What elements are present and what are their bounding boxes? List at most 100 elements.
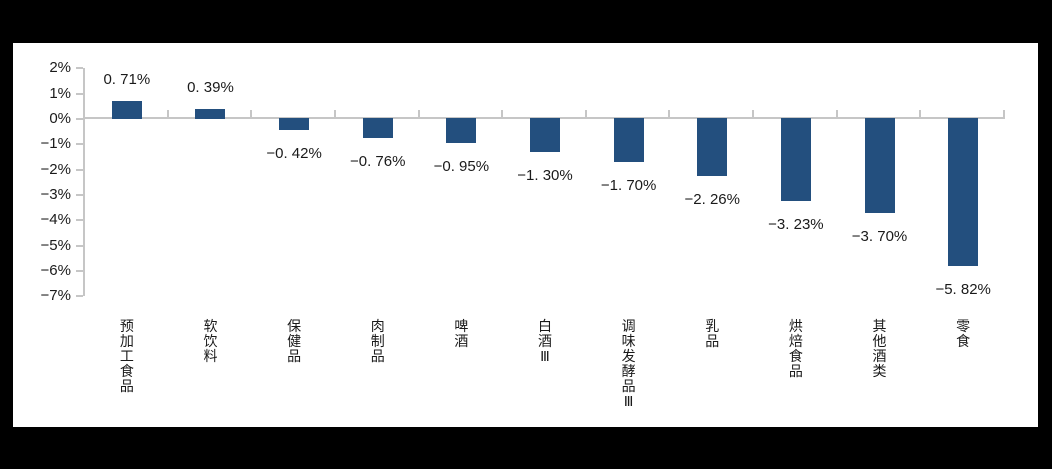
category-char: 品	[119, 380, 134, 395]
y-axis-tick	[76, 168, 83, 171]
bar-value-label: −5. 82%	[935, 281, 991, 299]
bar	[864, 118, 895, 213]
x-axis-tick	[668, 110, 671, 119]
chart-panel: 2% 1% 0% −1% −2% −3% −4% −5% −6% −7% 0. 71% 预加工食品 0.…	[13, 43, 1038, 427]
category-char: 食	[788, 350, 803, 365]
x-axis-tick	[333, 110, 336, 119]
category-char: 加	[119, 335, 134, 350]
y-axis-tick	[76, 143, 83, 146]
y-axis-tick-label: −7%	[40, 287, 71, 305]
category-char: 酒	[872, 350, 887, 365]
bar	[446, 118, 477, 144]
category-char: 品	[287, 350, 302, 365]
y-axis-tick-label: 0%	[49, 110, 71, 127]
x-axis-tick	[501, 110, 504, 119]
y-axis-tick-label: −5%	[40, 236, 71, 254]
y-axis-tick	[76, 92, 83, 95]
x-axis-tick	[250, 110, 253, 119]
category-char: Ⅲ	[623, 395, 634, 410]
bar	[111, 101, 142, 119]
bar	[948, 118, 979, 267]
y-axis-tick	[76, 67, 83, 70]
category-char: 保	[287, 320, 302, 335]
category-char: 品	[621, 380, 636, 395]
category-char: 烘	[788, 320, 803, 335]
y-axis-tick-label: −1%	[40, 135, 71, 153]
x-axis-tick	[166, 110, 169, 119]
category-label: 啤酒	[450, 320, 472, 350]
category-char: 其	[872, 320, 887, 335]
bar	[613, 118, 644, 163]
category-char: 料	[203, 350, 218, 365]
y-axis-tick-label: −6%	[40, 261, 71, 279]
category-label: 乳品	[701, 320, 723, 350]
category-char: 味	[621, 335, 636, 350]
category-char: 酵	[621, 365, 636, 380]
category-char: 他	[872, 335, 887, 350]
bar-value-label: −3. 70%	[851, 227, 908, 245]
category-char: 啤	[454, 320, 469, 335]
category-char: 品	[788, 365, 803, 380]
y-axis-tick	[76, 219, 83, 222]
y-axis-tick	[76, 295, 83, 298]
x-axis-tick	[417, 110, 420, 119]
category-char: Ⅲ	[540, 350, 550, 365]
y-axis-tick-label: −3%	[40, 185, 71, 203]
category-char: 制	[370, 335, 385, 350]
category-label: 软饮料	[199, 320, 221, 365]
x-axis-tick	[584, 110, 587, 119]
y-axis-tick	[76, 244, 83, 247]
y-axis-tick	[76, 118, 83, 120]
category-char: 预	[119, 320, 134, 335]
bar-value-label: 0. 71%	[103, 71, 151, 89]
bar-value-label: −1. 30%	[517, 166, 573, 184]
bar-value-label: −1. 70%	[600, 177, 657, 195]
y-axis-tick-label: 1%	[49, 84, 71, 102]
category-char: 饮	[203, 335, 218, 350]
y-axis-tick	[76, 193, 83, 196]
category-label: 零食	[952, 320, 974, 350]
y-axis-tick-label: −2%	[40, 160, 71, 178]
bar-value-label: −0. 76%	[349, 153, 406, 171]
category-label: 保健品	[283, 320, 305, 365]
y-axis-tick-label: 2%	[49, 59, 71, 77]
category-char: 零	[956, 320, 971, 335]
category-char: 焙	[788, 335, 803, 350]
bar	[279, 118, 310, 130]
y-axis-tick-label: −4%	[40, 211, 71, 229]
bar-value-label: −3. 23%	[768, 215, 824, 233]
category-char: 健	[287, 335, 302, 350]
y-axis-line	[83, 68, 85, 297]
category-char: 食	[119, 365, 134, 380]
bar-value-label: 0. 39%	[187, 79, 234, 97]
category-char: 肉	[370, 320, 385, 335]
category-char: 品	[370, 350, 385, 365]
bar-value-label: −0. 95%	[433, 158, 490, 176]
y-axis-tick	[76, 269, 83, 272]
bar	[530, 118, 560, 152]
category-label: 其他酒类	[869, 320, 891, 380]
bar	[780, 118, 811, 201]
category-char: 酒	[454, 335, 469, 350]
category-char: 食	[956, 335, 971, 350]
category-label: 肉制品	[367, 320, 389, 365]
category-label: 预加工食品	[116, 320, 138, 395]
category-char: 白	[538, 320, 552, 335]
bar-chart: 2% 1% 0% −1% −2% −3% −4% −5% −6% −7% 0. 71% 预加工食品 0.…	[13, 43, 1038, 427]
category-char: 乳	[705, 320, 720, 335]
x-axis-tick	[919, 110, 922, 119]
category-char: 类	[872, 365, 887, 380]
category-label: 烘焙食品	[785, 320, 807, 380]
category-char: 发	[621, 350, 636, 365]
x-axis-tick	[1003, 110, 1005, 119]
category-char: 软	[203, 320, 218, 335]
bar	[195, 109, 226, 119]
category-char: 酒	[538, 335, 552, 350]
category-char: 工	[119, 350, 134, 365]
x-axis-tick	[752, 110, 755, 119]
category-char: 品	[705, 335, 720, 350]
bar-value-label: −2. 26%	[684, 191, 740, 209]
